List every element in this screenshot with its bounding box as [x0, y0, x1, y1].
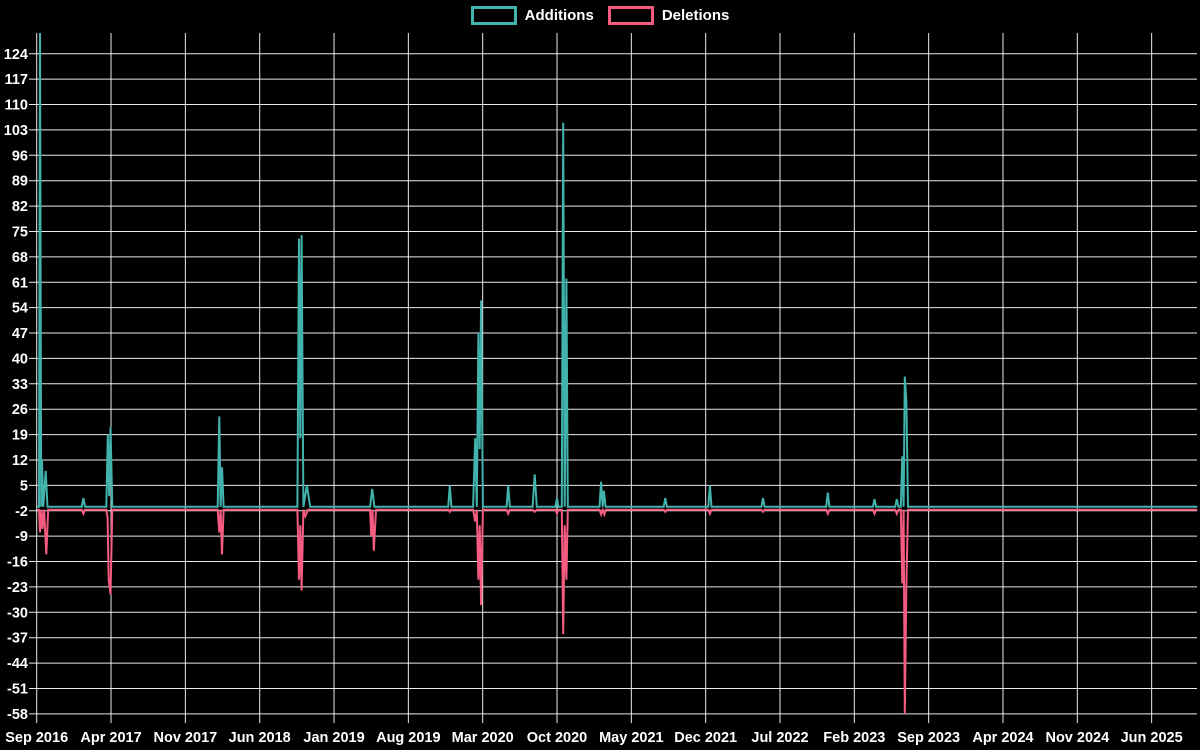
y-tick-label: 110 — [5, 98, 28, 114]
x-tick-label: Sep 2016 — [5, 730, 68, 746]
y-gridlines — [29, 53, 1197, 715]
y-tick-label: 75 — [12, 224, 28, 240]
x-tick-label: Jun 2025 — [1121, 730, 1183, 746]
y-tick-label: -30 — [7, 605, 28, 621]
x-tick-label: Jun 2018 — [229, 730, 291, 746]
y-tick-label: 54 — [12, 301, 28, 317]
deletions-line — [37, 506, 1198, 714]
y-tick-label: 26 — [12, 402, 28, 418]
y-tick-label: 61 — [12, 275, 28, 291]
x-tick-label: Apr 2024 — [972, 730, 1033, 746]
x-tick-label: Dec 2021 — [674, 730, 737, 746]
x-tick-label: Oct 2020 — [527, 730, 587, 746]
legend-item-deletions[interactable]: Deletions — [607, 6, 730, 25]
y-tick-label: -2 — [15, 504, 28, 520]
additions-swatch-icon — [470, 6, 517, 25]
chart-legend: Additions Deletions — [0, 6, 1200, 25]
y-tick-label: -16 — [7, 555, 28, 571]
x-tick-label: Jul 2022 — [751, 730, 808, 746]
legend-item-additions[interactable]: Additions — [470, 6, 594, 25]
y-tick-label: -58 — [7, 707, 28, 723]
x-tick-label: Mar 2020 — [452, 730, 514, 746]
y-tick-label: 96 — [12, 148, 28, 164]
y-tick-label: 19 — [12, 428, 28, 444]
x-gridlines — [36, 33, 1153, 723]
x-tick-label: Feb 2023 — [823, 730, 885, 746]
y-tick-label: -51 — [7, 681, 28, 697]
y-tick-label: 5 — [20, 478, 28, 494]
y-tick-label: 33 — [12, 377, 28, 393]
x-tick-label: Nov 2017 — [154, 730, 218, 746]
y-tick-label: 124 — [4, 47, 28, 63]
y-tick-label: 89 — [12, 174, 28, 190]
y-tick-label: 103 — [4, 123, 28, 139]
y-tick-label: -9 — [15, 529, 28, 545]
y-tick-labels: 124 117 110 103 96 89 82 75 68 61 54 47 40 33 26 19 12 5 -… — [4, 47, 28, 723]
y-tick-label: 68 — [12, 250, 28, 266]
y-tick-label: 47 — [12, 326, 28, 342]
x-tick-label: Nov 2024 — [1045, 730, 1109, 746]
additions-line — [37, 32, 1198, 508]
x-tick-label: Sep 2023 — [897, 730, 960, 746]
y-tick-label: 40 — [12, 351, 28, 367]
x-tick-labels: Sep 2016 Apr 2017 Nov 2017 Jun 2018 Jan 2019… — [5, 730, 1182, 746]
x-tick-label: May 2021 — [599, 730, 664, 746]
y-tick-label: -37 — [7, 631, 28, 647]
y-tick-label: 82 — [12, 199, 28, 215]
x-tick-label: Aug 2019 — [376, 730, 440, 746]
y-tick-label: 117 — [5, 72, 28, 88]
y-tick-label: 12 — [12, 453, 28, 469]
y-tick-label: -44 — [7, 656, 28, 672]
deletions-legend-label: Deletions — [661, 7, 730, 24]
x-tick-label: Jan 2019 — [303, 730, 364, 746]
x-tick-label: Apr 2017 — [80, 730, 141, 746]
deletions-swatch-icon — [607, 6, 654, 25]
additions-legend-label: Additions — [524, 7, 594, 24]
y-tick-label: -23 — [7, 580, 28, 596]
